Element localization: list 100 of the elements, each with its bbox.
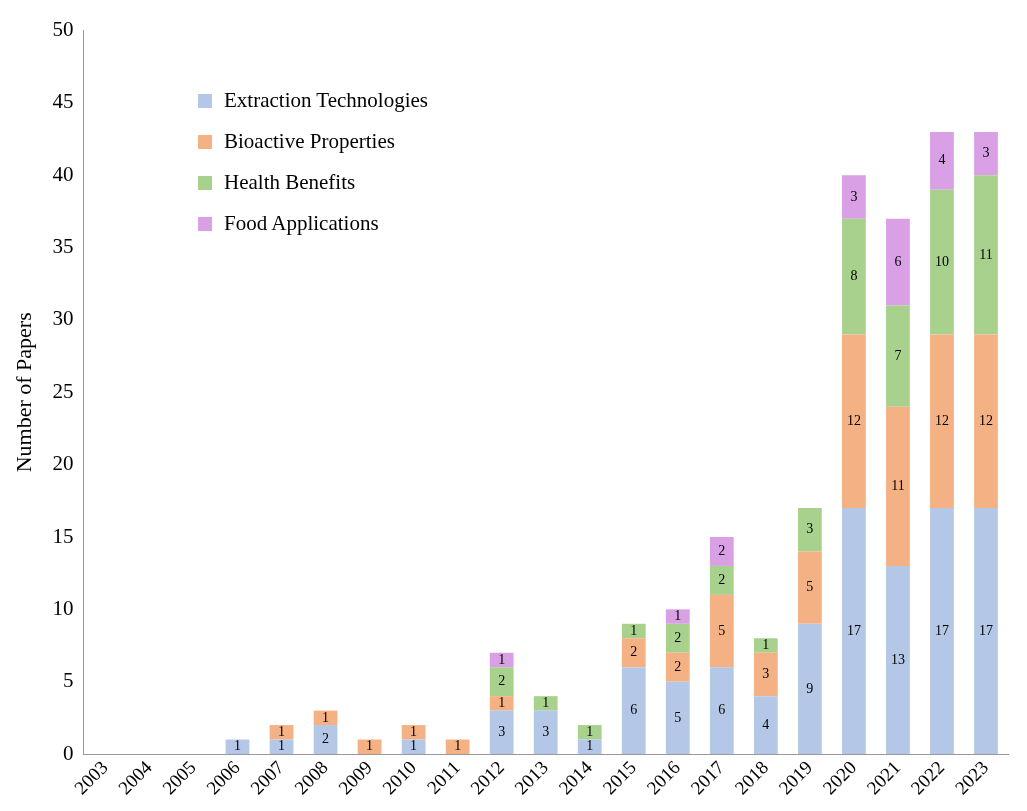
bar [842, 334, 866, 509]
bar [842, 218, 866, 335]
data-label: 1 [234, 738, 241, 754]
bar [886, 406, 910, 566]
data-label: 11 [979, 246, 993, 262]
data-label: 11 [891, 478, 905, 494]
data-label: 9 [806, 680, 814, 696]
bar [930, 334, 954, 509]
data-label: 13 [890, 651, 905, 667]
bar [842, 508, 866, 755]
data-label: 2 [322, 731, 330, 747]
bar [886, 305, 910, 407]
y-tick-label: 50 [52, 17, 74, 42]
data-label: 2 [718, 572, 726, 588]
data-label: 1 [498, 695, 506, 711]
bar [621, 638, 646, 668]
data-label: 5 [718, 622, 726, 638]
bar [665, 681, 690, 755]
bar [797, 623, 822, 755]
data-label: 5 [674, 709, 682, 725]
legend-label: Food Applications [224, 211, 379, 236]
bar [533, 696, 558, 711]
data-label: 10 [934, 253, 949, 269]
data-label: 2 [498, 673, 506, 689]
data-label: 1 [674, 608, 682, 624]
data-label: 17 [934, 622, 949, 638]
data-label: 1 [410, 723, 418, 739]
data-label: 4 [938, 152, 946, 168]
bar [665, 652, 690, 682]
data-label: 6 [630, 702, 638, 718]
bar [577, 739, 602, 755]
bar [269, 725, 294, 740]
bar [665, 609, 690, 624]
bar [665, 623, 690, 653]
data-label: 2 [674, 629, 682, 645]
bar [621, 667, 646, 755]
bar [489, 652, 514, 668]
y-tick-label: 40 [52, 161, 74, 186]
bar [974, 508, 998, 755]
bar [489, 696, 514, 711]
bar [797, 508, 822, 552]
legend-label: Bioactive Properties [224, 129, 395, 154]
data-label: 2 [630, 644, 638, 660]
bar [709, 565, 734, 595]
bar [709, 667, 734, 755]
bar [401, 739, 426, 755]
data-label: 1 [278, 723, 286, 739]
bar [753, 696, 778, 755]
data-label: 1 [762, 637, 770, 653]
y-tick-label: 15 [52, 523, 74, 548]
legend-label: Extraction Technologies [224, 88, 429, 113]
data-label: 3 [498, 723, 506, 739]
data-label: 1 [586, 723, 594, 739]
bar [401, 725, 426, 740]
data-label: 1 [454, 738, 462, 754]
bar [709, 594, 734, 668]
bar [621, 623, 646, 639]
data-label: 1 [278, 738, 286, 754]
data-label: 12 [934, 412, 949, 428]
bar [930, 131, 954, 190]
data-label: 2 [674, 658, 682, 674]
bar [974, 131, 998, 176]
bar [445, 739, 470, 755]
y-tick-label: 5 [62, 668, 74, 693]
data-label: 17 [978, 622, 993, 638]
bar [709, 536, 734, 566]
data-label: 3 [762, 666, 770, 682]
bar [533, 710, 558, 755]
data-label: 1 [366, 738, 374, 754]
bar [753, 638, 778, 653]
data-label: 1 [410, 738, 418, 754]
data-label: 3 [982, 145, 990, 161]
data-label: 6 [718, 702, 726, 718]
bar [577, 725, 602, 740]
data-label: 2 [718, 543, 726, 559]
data-label: 6 [894, 253, 902, 269]
bar [797, 551, 822, 624]
bar [886, 218, 910, 306]
y-tick-label: 45 [52, 89, 74, 114]
data-label: 3 [850, 188, 858, 204]
bar [753, 652, 778, 697]
y-tick-label: 25 [52, 378, 74, 403]
bar [886, 565, 910, 755]
data-label: 12 [846, 412, 861, 428]
y-tick-label: 30 [52, 306, 74, 331]
legend-label: Health Benefits [224, 170, 356, 195]
data-label: 3 [806, 521, 814, 537]
y-tick-label: 20 [52, 451, 74, 476]
bar [313, 725, 338, 755]
data-label: 5 [806, 579, 814, 595]
data-label: 3 [542, 723, 550, 739]
bar [930, 189, 954, 335]
bar [489, 667, 514, 697]
y-tick-label: 0 [62, 740, 74, 765]
data-label: 1 [542, 695, 550, 711]
data-label: 8 [850, 268, 858, 284]
y-tick-label: 35 [52, 234, 74, 259]
data-label: 17 [846, 622, 861, 638]
y-tick-label: 10 [52, 595, 74, 620]
bar [489, 710, 514, 755]
